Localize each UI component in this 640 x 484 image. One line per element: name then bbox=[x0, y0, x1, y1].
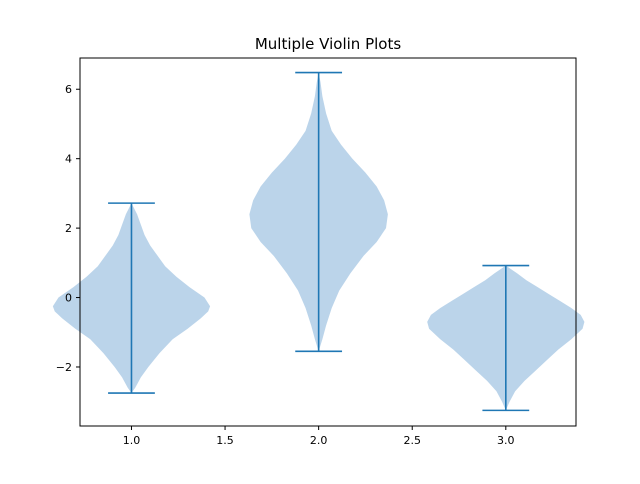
x-tick-label: 2.5 bbox=[403, 434, 421, 447]
chart-title: Multiple Violin Plots bbox=[255, 35, 402, 53]
x-tick-label: 2.0 bbox=[310, 434, 328, 447]
x-tick-label: 1.0 bbox=[123, 434, 141, 447]
y-tick-label: −2 bbox=[56, 361, 72, 374]
y-tick-label: 0 bbox=[65, 292, 72, 305]
violin-3 bbox=[427, 264, 585, 412]
y-tick-label: 2 bbox=[65, 222, 72, 235]
plot-area-frame bbox=[79, 57, 577, 427]
x-tick-label: 3.0 bbox=[497, 434, 515, 447]
y-tick-label: 4 bbox=[65, 153, 72, 166]
x-axis: 1.0 1.5 2.0 2.5 3.0 bbox=[123, 426, 515, 447]
y-tick-label: 6 bbox=[65, 83, 72, 96]
violin-2 bbox=[249, 71, 388, 353]
x-tick-label: 1.5 bbox=[216, 434, 234, 447]
violins-layer bbox=[52, 71, 585, 412]
y-axis: −2 0 2 4 6 bbox=[56, 83, 80, 374]
violin-1 bbox=[52, 202, 211, 394]
